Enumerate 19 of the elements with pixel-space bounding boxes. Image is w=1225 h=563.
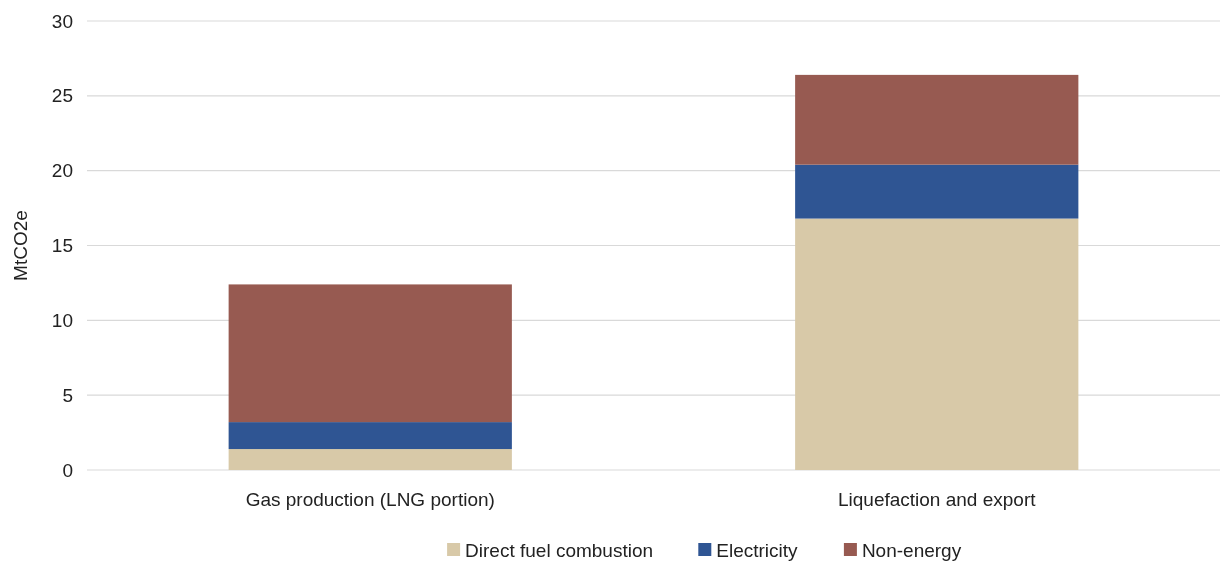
legend-label: Non-energy — [861, 539, 962, 561]
y-tick-label: 0 — [62, 459, 73, 481]
bar — [795, 74, 1079, 165]
y-tick-label: 10 — [51, 309, 73, 331]
bar — [228, 422, 512, 450]
y-tick-label: 30 — [51, 10, 73, 32]
legend-label: Direct fuel combustion — [465, 539, 654, 561]
y-tick-label: 25 — [51, 85, 73, 107]
legend-label: Electricity — [716, 539, 799, 561]
y-tick-label: 20 — [51, 160, 73, 182]
y-tick-label: 15 — [51, 235, 73, 257]
x-tick-label: Liquefaction and export — [837, 489, 1037, 510]
bar — [228, 449, 512, 470]
bar — [228, 284, 512, 423]
bar — [795, 218, 1079, 470]
bar — [795, 164, 1079, 219]
y-axis-title: MtCO2e — [10, 210, 31, 281]
y-tick-label: 5 — [62, 384, 73, 406]
x-tick-label: Gas production (LNG portion) — [245, 489, 495, 510]
